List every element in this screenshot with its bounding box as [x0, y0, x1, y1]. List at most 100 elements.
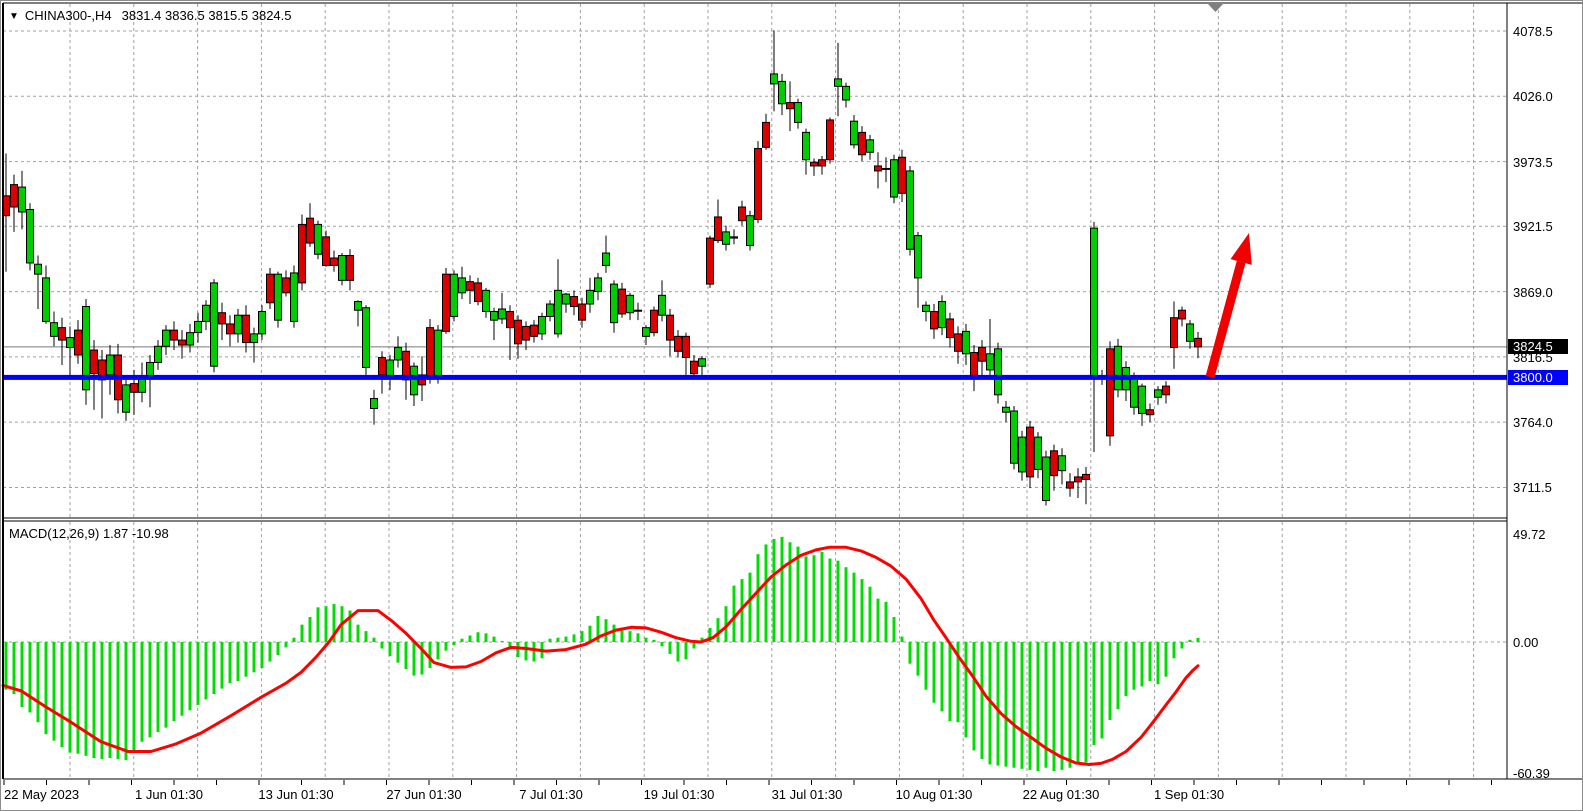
macd-histogram-bar [460, 638, 464, 642]
macd-histogram-bar [1068, 642, 1072, 768]
macd-histogram-bar [220, 642, 224, 689]
chart-shift-marker-icon[interactable] [1208, 4, 1223, 12]
candle-body [1018, 436, 1026, 473]
candle-body [826, 119, 834, 161]
macd-histogram-bar [1036, 642, 1040, 771]
candle-body [874, 165, 882, 172]
candle-body [266, 273, 274, 304]
macd-histogram-bar [1148, 642, 1152, 682]
symbol-dropdown-icon[interactable]: ▼ [9, 11, 19, 22]
candle-body [914, 235, 922, 279]
candle-body [1178, 309, 1186, 320]
candle-body [234, 314, 242, 335]
candle-body [858, 131, 866, 156]
candle-body [674, 335, 682, 352]
candle-body [210, 282, 218, 367]
candle-body [66, 337, 74, 349]
candle-body [338, 255, 346, 281]
candle-body [202, 304, 210, 322]
candle-body [994, 348, 1002, 396]
macd-histogram-bar [812, 555, 816, 642]
candle-body [666, 314, 674, 341]
price-axis-label: 3869.0 [1513, 284, 1553, 300]
macd-histogram-bar [660, 642, 664, 647]
candle-body [10, 184, 18, 208]
candle-body [570, 296, 578, 308]
candle-body [690, 360, 698, 375]
candle-body [610, 283, 618, 324]
macd-histogram-bar [588, 625, 592, 642]
macd-histogram-bar [668, 642, 672, 654]
candle-body [410, 365, 418, 396]
candle-body [530, 324, 538, 337]
time-axis-label: 19 Jul 01:30 [643, 787, 715, 802]
macd-histogram-bar [516, 642, 520, 658]
macd-histogram-bar [676, 642, 680, 662]
candle-body [162, 329, 170, 347]
candle-body [314, 223, 322, 255]
support-line[interactable] [3, 374, 1507, 380]
candle-body [1130, 376, 1138, 408]
candle-body [1074, 476, 1082, 483]
macd-histogram-bar [1092, 642, 1096, 745]
candle-body [362, 307, 370, 368]
candle-body [1138, 385, 1146, 414]
macd-histogram-bar [212, 642, 216, 695]
trend-arrow-shaft[interactable] [1205, 260, 1246, 379]
candle-body [882, 167, 890, 170]
macd-histogram-bar [236, 642, 240, 682]
trend-arrow-head[interactable] [1230, 233, 1252, 265]
candle-body [106, 354, 114, 376]
candle-body [226, 323, 234, 335]
macd-histogram-bar [324, 606, 328, 642]
candle-body [250, 333, 258, 344]
macd-histogram-bar [1020, 642, 1024, 769]
candle-body [394, 347, 402, 361]
candle-body [890, 159, 898, 198]
candle-body [658, 294, 666, 316]
macd-histogram-bar [500, 640, 504, 642]
macd-histogram-bar [604, 619, 608, 642]
macd-histogram-bar [1196, 637, 1200, 642]
candle-body [642, 327, 650, 337]
macd-histogram-bar [1028, 642, 1032, 770]
macd-histogram-bar [1180, 642, 1184, 649]
macd-histogram-bar [316, 607, 320, 642]
candle-body [978, 347, 986, 362]
macd-histogram-bar [300, 624, 304, 642]
candle-body [786, 102, 794, 110]
macd-histogram-bar [172, 642, 176, 722]
macd-histogram-bar [100, 642, 104, 760]
candle-body [970, 352, 978, 378]
macd-histogram-bar [700, 637, 704, 642]
macd-histogram-bar [1156, 642, 1160, 685]
candle-body [378, 356, 386, 376]
macd-histogram-bar [572, 634, 576, 642]
candle-body [778, 80, 786, 105]
macd-histogram-bar [620, 628, 624, 642]
macd-histogram-bar [196, 642, 200, 705]
symbol-period-label: CHINA300-,H4 [24, 8, 112, 23]
macd-histogram-bar [1044, 642, 1048, 768]
candle-body [1042, 456, 1050, 502]
time-axis-label: 10 Aug 01:30 [895, 787, 973, 802]
candle-body [34, 263, 42, 275]
candle-body [58, 327, 66, 341]
macd-histogram-bar [140, 642, 144, 742]
macd-histogram-bar [76, 642, 80, 754]
macd-histogram-bar [636, 633, 640, 642]
macd-histogram-bar [372, 637, 376, 642]
macd-histogram-bar [956, 642, 960, 723]
candle-body [442, 273, 450, 332]
candle-body [154, 345, 162, 363]
candle-body [986, 353, 994, 371]
macd-histogram-bar [876, 598, 880, 642]
macd-histogram-bar [84, 642, 88, 756]
price-axis-label: 3764.0 [1513, 415, 1553, 431]
indicator-label: MACD(12,26,9) 1.87 -10.98 [9, 526, 169, 541]
macd-histogram-bar [412, 642, 416, 676]
macd-histogram-bar [388, 642, 392, 657]
macd-histogram-bar [772, 539, 776, 642]
current-price-badge: 3824.5 [1508, 339, 1568, 355]
